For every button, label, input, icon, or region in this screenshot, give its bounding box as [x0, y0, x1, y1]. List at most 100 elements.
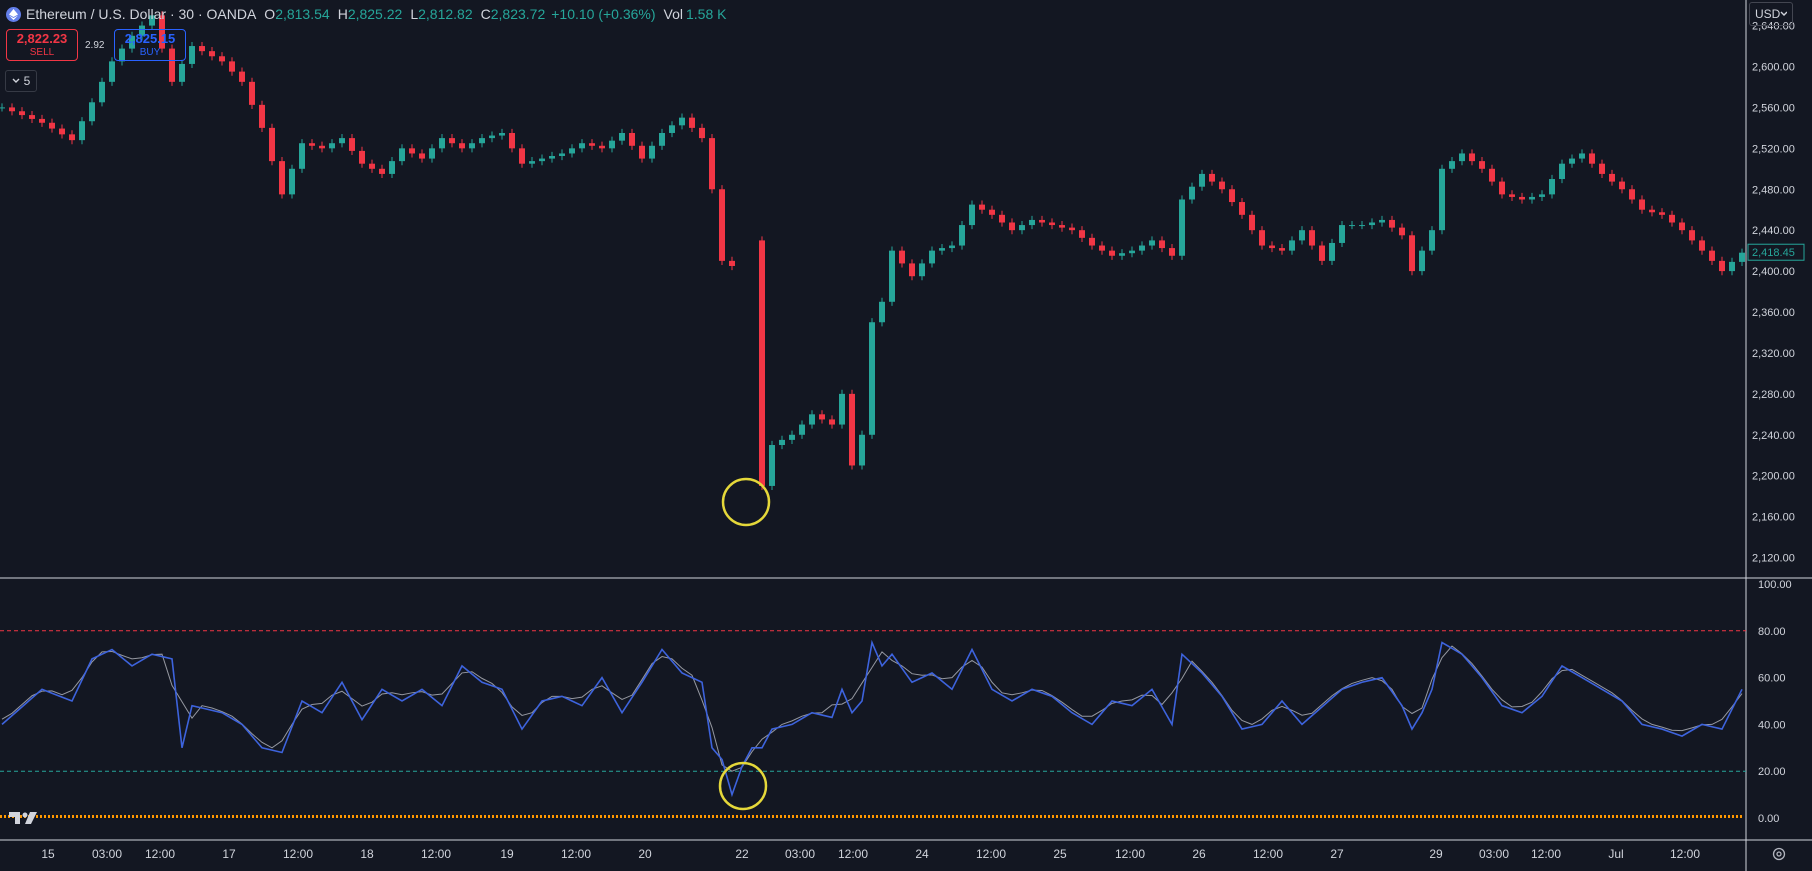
rsi-tick-label: 0.00	[1758, 813, 1779, 825]
volume-bar	[1176, 815, 1178, 818]
volume-bar	[632, 815, 634, 818]
volume-bar	[1036, 815, 1038, 818]
volume-bar	[1540, 815, 1542, 818]
candle-body	[1269, 245, 1275, 249]
volume-bar	[1488, 815, 1490, 818]
volume-bar	[592, 815, 594, 818]
volume-bar	[1200, 815, 1202, 818]
candle-body	[279, 161, 285, 195]
candle-body	[1279, 248, 1285, 251]
volume-bar	[1696, 815, 1698, 818]
volume-bar	[1012, 815, 1014, 818]
sell-button[interactable]: 2,822.23 SELL	[6, 29, 78, 61]
volume-bar	[932, 815, 934, 818]
volume-bar	[832, 815, 834, 818]
candle-body	[209, 51, 215, 57]
volume-bar	[1168, 815, 1170, 818]
symbol-title[interactable]: Ethereum / U.S. Dollar · 30 · OANDA	[26, 6, 257, 22]
volume-bar	[1400, 815, 1402, 818]
volume-bar	[1416, 815, 1418, 818]
volume-bar	[560, 815, 562, 818]
candle-body	[1379, 219, 1385, 223]
candle-body	[799, 424, 805, 435]
volume-bar	[1452, 815, 1454, 818]
volume-bar	[232, 815, 234, 818]
candle-body	[179, 63, 185, 82]
volume-bar	[1552, 815, 1554, 818]
volume-bar	[1132, 815, 1134, 818]
gear-icon[interactable]	[1771, 846, 1787, 862]
volume-bar	[320, 815, 322, 818]
candle-body	[1019, 225, 1025, 231]
volume-bar	[72, 815, 74, 818]
volume-bar	[1156, 815, 1158, 818]
volume-bar	[1480, 815, 1482, 818]
volume-bar	[268, 815, 270, 818]
volume-bar	[1368, 815, 1370, 818]
volume-bar	[1152, 815, 1154, 818]
candle-body	[1159, 240, 1165, 249]
candle-body	[779, 439, 785, 446]
sell-price: 2,822.23	[16, 31, 68, 46]
candle-body	[1599, 163, 1605, 174]
vol-value: 1.58 K	[686, 6, 727, 22]
volume-bar	[436, 815, 438, 818]
volume-bar	[300, 815, 302, 818]
volume-bar	[52, 815, 54, 818]
volume-bar	[1028, 815, 1030, 818]
candle-body	[579, 143, 585, 149]
volume-bar	[648, 815, 650, 818]
volume-bar	[1584, 815, 1586, 818]
buy-button[interactable]: 2,825.15 BUY	[114, 29, 186, 61]
time-tick-label: 26	[1192, 847, 1206, 861]
volume-bar	[492, 815, 494, 818]
candle-body	[1699, 240, 1705, 251]
candle-body	[1389, 219, 1395, 228]
volume-bar	[1060, 815, 1062, 818]
volume-bar	[1564, 815, 1566, 818]
volume-bar	[1184, 815, 1186, 818]
volume-bar	[1084, 815, 1086, 818]
volume-bar	[48, 815, 50, 818]
volume-bar	[1048, 815, 1050, 818]
volume-bar	[288, 815, 290, 818]
volume-bar	[1616, 815, 1618, 818]
candle-body	[139, 25, 145, 36]
time-tick-label: 12:00	[561, 847, 591, 861]
candle-body	[979, 204, 985, 210]
tradingview-logo-icon[interactable]	[9, 810, 41, 826]
candle-body	[1619, 181, 1625, 190]
volume-bar	[944, 815, 946, 818]
volume-bar	[1328, 815, 1330, 818]
candle-body	[1349, 225, 1355, 227]
candle-body	[1729, 261, 1735, 272]
candle-body	[1219, 181, 1225, 190]
rsi-tick-label: 60.00	[1758, 673, 1786, 685]
currency-select[interactable]: USD	[1749, 2, 1793, 26]
volume-bar	[612, 815, 614, 818]
indicators-collapse-button[interactable]: 5	[5, 70, 37, 92]
candle-body	[39, 118, 45, 123]
volume-bar	[1204, 815, 1206, 818]
volume-bar	[1492, 815, 1494, 818]
candle-body	[1239, 202, 1245, 215]
volume-bar	[996, 815, 998, 818]
volume-bar	[1224, 815, 1226, 818]
candle-body	[29, 115, 35, 119]
candle-body	[1459, 153, 1465, 162]
volume-bar	[1724, 815, 1726, 818]
volume-bar	[624, 815, 626, 818]
candle-body	[909, 263, 915, 277]
candle-body	[309, 143, 315, 146]
volume-bar	[252, 815, 254, 818]
volume-bar	[1092, 815, 1094, 818]
candle-body	[1059, 225, 1065, 228]
volume-bar	[504, 815, 506, 818]
volume-bar	[876, 815, 878, 818]
volume-bar	[1652, 815, 1654, 818]
candle-body	[519, 148, 525, 164]
volume-bar	[824, 815, 826, 818]
volume-bar	[120, 815, 122, 818]
volume-bar	[464, 815, 466, 818]
